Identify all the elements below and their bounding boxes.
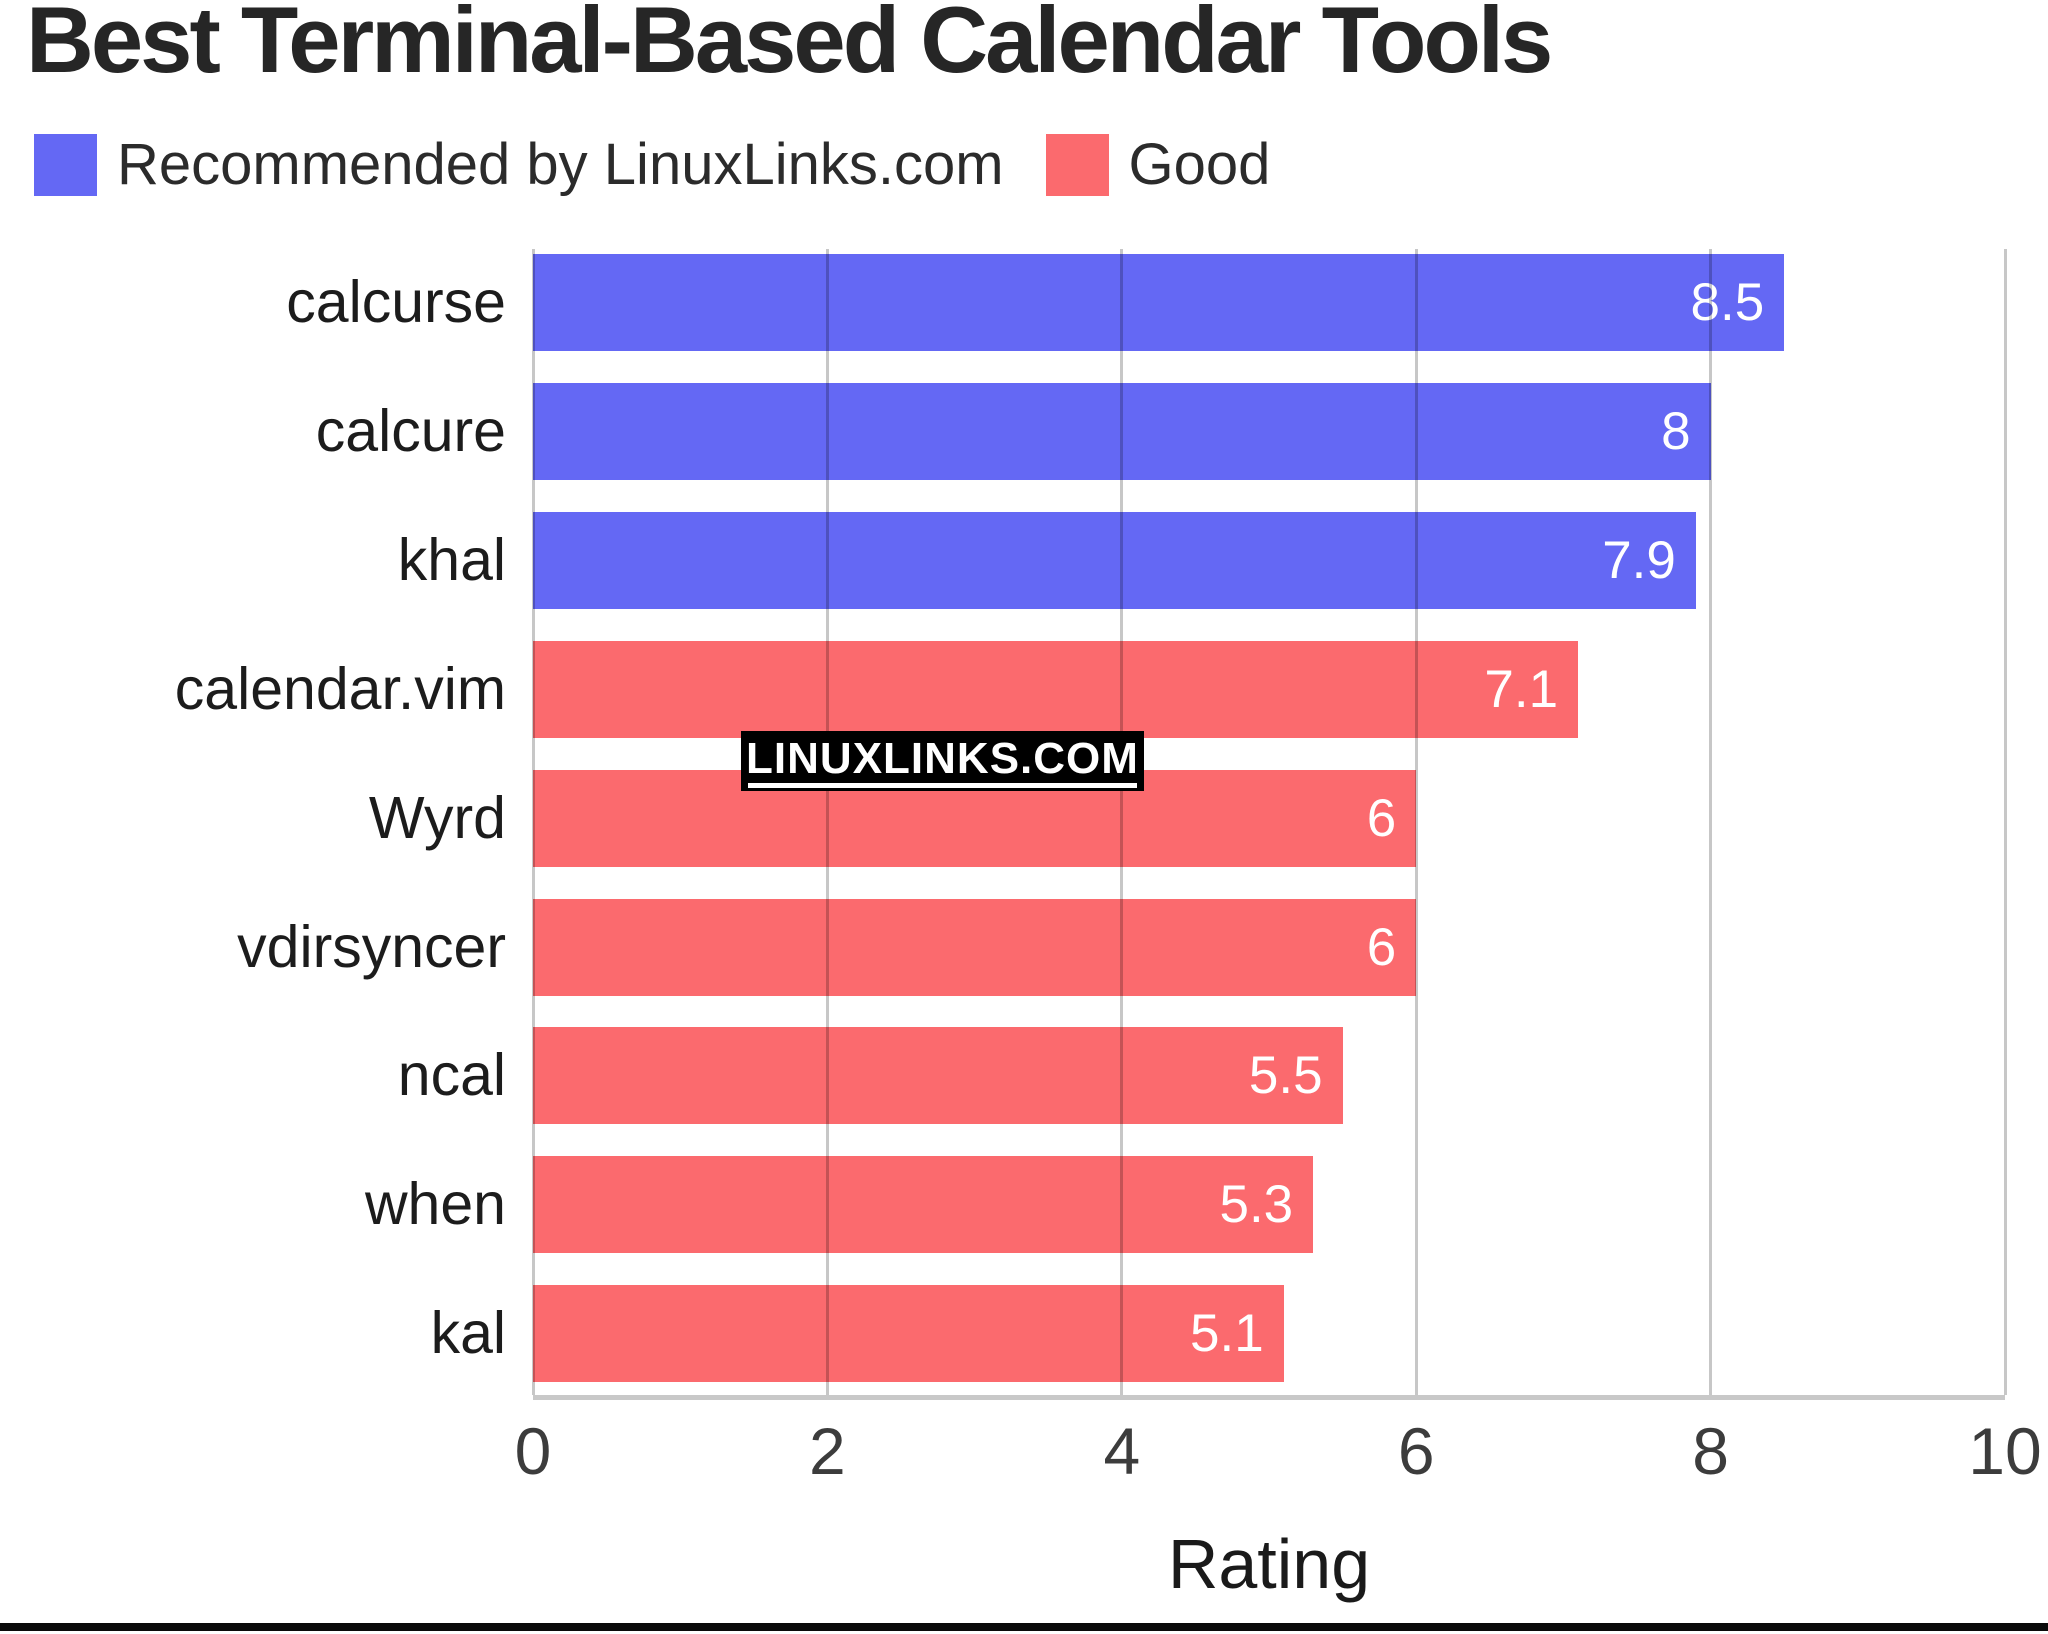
bar-value-label: 6: [1366, 917, 1397, 977]
plot-area: 8.5 8 7.9 7.1 6 6 5.5 5.3 5.1: [531, 249, 2007, 1400]
legend: Recommended by LinuxLinks.com Good: [34, 131, 1270, 198]
watermark-text: LINUXLINKS.COM: [746, 734, 1139, 783]
category-label-calcure: calcure: [315, 397, 506, 464]
bar-value-label: 8: [1661, 401, 1691, 461]
bar-calcure: 8: [533, 382, 1711, 480]
legend-swatch-good: [1045, 133, 1109, 196]
bar-value-label: 8.5: [1690, 273, 1765, 332]
bar-value-label: 7.1: [1484, 659, 1559, 719]
grid-line-0: [531, 249, 535, 1395]
grid-line-8: [1709, 249, 1713, 1395]
category-label-vdirsyncer: vdirsyncer: [237, 913, 506, 980]
grid-line-2: [825, 249, 829, 1395]
bar-vdirsyncer: 6: [533, 898, 1417, 996]
x-tick-label-2: 2: [809, 1414, 846, 1488]
chart-title: Best Terminal-Based Calendar Tools: [26, 0, 1553, 92]
bar-value-label: 7.9: [1602, 530, 1676, 590]
legend-item-recommended: Recommended by LinuxLinks.com: [34, 131, 1004, 198]
category-label-Wyrd: Wyrd: [368, 784, 506, 851]
bottom-divider: [0, 1623, 2048, 1631]
bar-ncal: 5.5: [533, 1027, 1343, 1125]
x-axis-title: Rating: [1167, 1525, 1371, 1603]
x-tick-label-0: 0: [514, 1414, 552, 1488]
legend-item-good: Good: [1045, 131, 1271, 198]
x-tick-label-10: 10: [1968, 1414, 2042, 1488]
bar-kal: 5.1: [533, 1285, 1284, 1383]
legend-swatch-recommended: [34, 133, 97, 196]
watermark-badge: LINUXLINKS.COM: [741, 731, 1144, 791]
category-label-when: when: [364, 1171, 506, 1238]
category-label-calendar.vim: calendar.vim: [174, 655, 506, 722]
grid-line-6: [1414, 249, 1418, 1395]
watermark-underline: [748, 783, 1137, 788]
x-tick-label-4: 4: [1103, 1414, 1141, 1488]
bar-value-label: 5.3: [1219, 1175, 1294, 1235]
x-tick-label-8: 8: [1692, 1414, 1729, 1488]
bar-value-label: 5.1: [1190, 1304, 1264, 1364]
bar-when: 5.3: [533, 1156, 1314, 1254]
bar-value-label: 6: [1366, 788, 1397, 848]
x-tick-label-6: 6: [1397, 1414, 1435, 1488]
category-label-khal: khal: [397, 526, 506, 593]
grid-line-10: [2003, 249, 2007, 1395]
bar-khal: 7.9: [533, 511, 1696, 609]
category-label-ncal: ncal: [397, 1042, 506, 1109]
category-label-calcurse: calcurse: [286, 269, 506, 335]
legend-label-recommended: Recommended by LinuxLinks.com: [117, 132, 1004, 197]
bar-calendar.vim: 7.1: [533, 640, 1579, 738]
grid-line-4: [1120, 249, 1124, 1395]
legend-label-good: Good: [1128, 132, 1271, 197]
bar-calcurse: 8.5: [533, 254, 1785, 351]
bar-value-label: 5.5: [1248, 1046, 1323, 1106]
category-label-kal: kal: [430, 1300, 506, 1367]
